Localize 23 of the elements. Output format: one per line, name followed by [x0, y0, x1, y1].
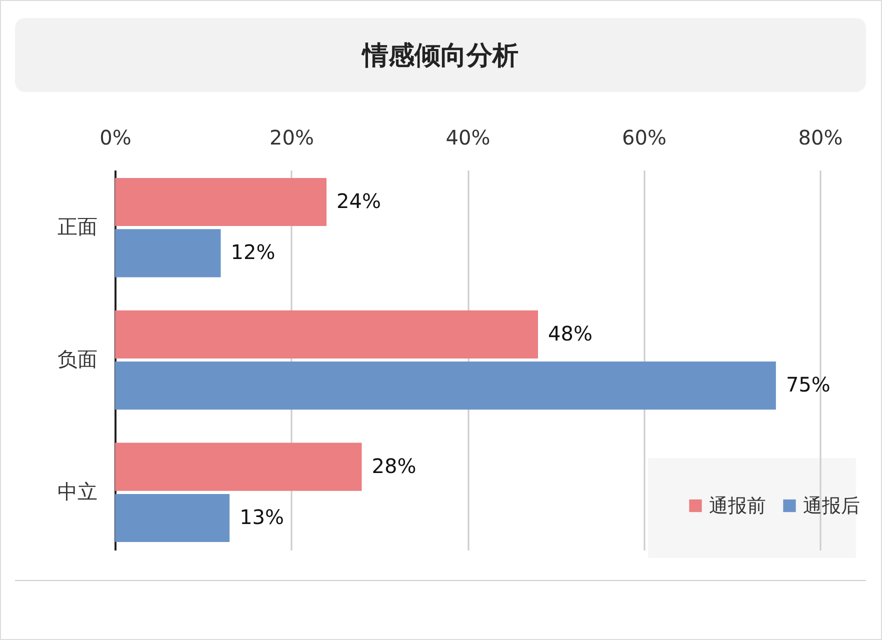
- data-label: 24%: [336, 189, 381, 213]
- bar: [115, 310, 538, 358]
- data-label: 12%: [230, 240, 276, 264]
- legend-label: 通报后: [803, 494, 860, 517]
- data-label: 28%: [372, 454, 416, 478]
- x-tick-label: 40%: [446, 126, 490, 150]
- y-tick-label: 中立: [58, 479, 98, 504]
- data-label: 75%: [786, 372, 830, 397]
- legend-label: 通报前: [709, 494, 766, 517]
- x-tick-label: 80%: [798, 126, 843, 150]
- x-tick-label: 20%: [270, 126, 314, 150]
- bar: [115, 442, 362, 491]
- chart-title: 情感倾向分析: [15, 18, 866, 92]
- bar: [115, 494, 230, 542]
- x-tick-label: 60%: [622, 126, 666, 150]
- bar: [115, 362, 776, 410]
- bar: [115, 229, 221, 278]
- y-tick-label: 负面: [58, 347, 98, 371]
- x-tick-label: 0%: [100, 126, 132, 150]
- bar: [115, 178, 326, 226]
- data-label: 13%: [240, 505, 284, 529]
- data-label: 48%: [548, 321, 592, 346]
- y-tick-label: 正面: [58, 214, 98, 239]
